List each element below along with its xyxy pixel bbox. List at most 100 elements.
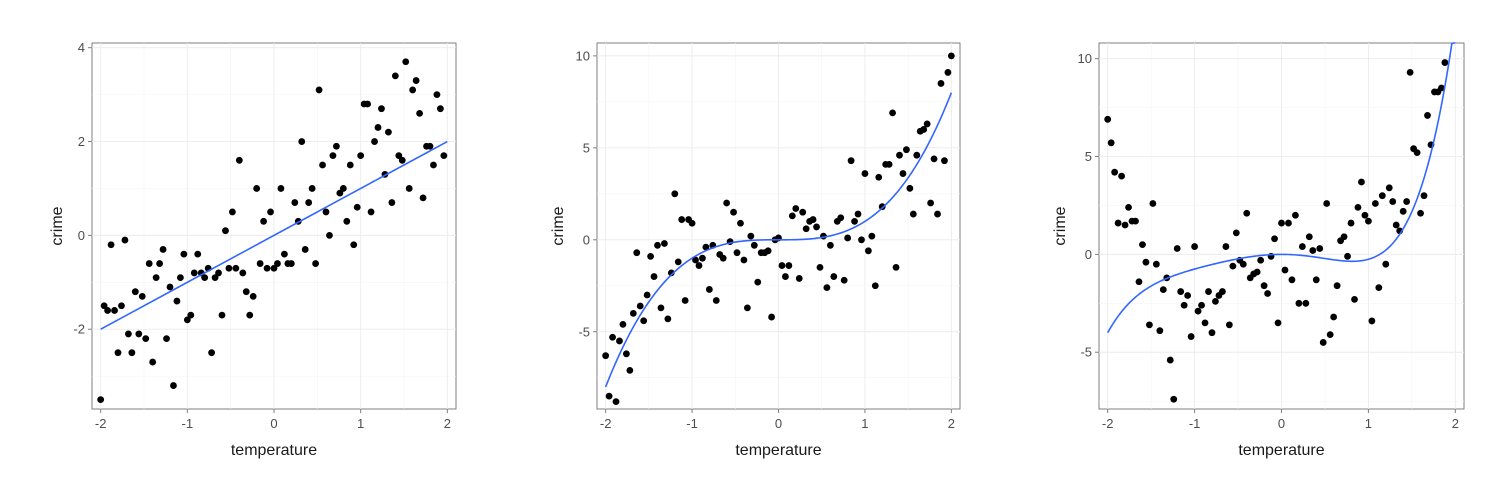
- data-point: [1243, 209, 1251, 217]
- y-tick-label: 10: [1078, 51, 1092, 66]
- data-point: [235, 156, 243, 164]
- data-point: [433, 91, 441, 99]
- data-point: [823, 284, 831, 292]
- x-tick-label: 1: [357, 416, 364, 431]
- data-point: [364, 100, 371, 108]
- data-point: [388, 199, 396, 206]
- data-point: [246, 311, 254, 319]
- data-point: [878, 203, 886, 211]
- data-point: [1184, 292, 1192, 299]
- data-point: [145, 260, 153, 267]
- data-point: [1212, 297, 1219, 305]
- data-point: [750, 241, 758, 249]
- data-point: [239, 269, 247, 277]
- data-point: [1389, 198, 1397, 205]
- data-point: [419, 194, 427, 202]
- data-point: [1173, 245, 1181, 252]
- data-point: [1170, 395, 1178, 403]
- data-point: [737, 219, 744, 227]
- data-point: [173, 297, 181, 305]
- data-point: [616, 337, 623, 345]
- data-point: [371, 138, 378, 145]
- data-point: [426, 142, 434, 150]
- data-point: [892, 263, 900, 271]
- data-point: [1274, 319, 1282, 327]
- data-point: [353, 203, 361, 211]
- data-point: [875, 173, 883, 181]
- data-point: [301, 246, 309, 253]
- data-point: [152, 274, 160, 282]
- data-point: [788, 212, 796, 220]
- x-tick-label: -2: [95, 416, 107, 431]
- data-point: [909, 210, 917, 218]
- data-point: [830, 273, 838, 280]
- data-point: [654, 241, 661, 249]
- data-point: [1361, 211, 1369, 219]
- y-tick-label: 5: [1085, 149, 1092, 164]
- data-point: [702, 243, 710, 251]
- data-point: [270, 264, 278, 272]
- data-point: [896, 151, 903, 159]
- data-point: [699, 254, 706, 262]
- data-point: [114, 349, 122, 357]
- data-point: [194, 250, 202, 258]
- data-point: [1111, 168, 1119, 176]
- data-point: [674, 258, 682, 266]
- data-point: [326, 231, 333, 239]
- data-point: [636, 302, 644, 310]
- data-point: [1278, 219, 1285, 227]
- data-point: [1264, 290, 1271, 297]
- data-point: [1403, 198, 1411, 205]
- x-tick-label: 2: [948, 416, 955, 431]
- data-point: [398, 156, 406, 164]
- data-point: [768, 313, 775, 321]
- x-axis-title: temperature: [735, 442, 821, 459]
- data-point: [934, 210, 941, 218]
- data-point: [1121, 221, 1129, 229]
- data-point: [1201, 319, 1209, 327]
- data-point: [937, 80, 945, 87]
- data-point: [1298, 243, 1306, 250]
- data-point: [1382, 260, 1390, 268]
- data-point: [826, 241, 834, 249]
- data-point: [218, 311, 226, 319]
- data-point: [291, 199, 299, 206]
- data-point: [785, 262, 793, 269]
- data-point: [719, 254, 727, 262]
- data-point: [1225, 321, 1233, 329]
- x-tick-label: 1: [861, 416, 868, 431]
- data-point: [124, 330, 132, 338]
- x-tick-label: 0: [1278, 416, 1285, 431]
- data-point: [899, 170, 907, 177]
- y-tick-label: 4: [78, 40, 85, 55]
- data-point: [678, 216, 686, 223]
- data-point: [1125, 204, 1132, 211]
- data-point: [1417, 209, 1424, 217]
- data-point: [166, 283, 174, 291]
- data-point: [267, 208, 274, 216]
- data-point: [864, 247, 872, 255]
- data-point: [225, 264, 233, 272]
- data-point: [778, 262, 786, 269]
- y-tick-label: 0: [583, 232, 590, 247]
- data-point: [131, 288, 139, 296]
- data-point: [667, 269, 675, 277]
- data-point: [1365, 217, 1372, 225]
- data-point: [100, 302, 108, 310]
- data-point: [298, 138, 306, 145]
- data-point: [920, 126, 928, 133]
- x-tick-label: -1: [1189, 416, 1201, 431]
- data-point: [183, 316, 191, 324]
- data-point: [1142, 258, 1150, 266]
- data-point: [1312, 276, 1320, 284]
- data-point: [367, 208, 375, 216]
- data-point: [287, 260, 295, 267]
- data-point: [629, 309, 637, 317]
- data-point: [799, 208, 807, 216]
- data-point: [858, 236, 865, 244]
- data-point: [688, 219, 696, 227]
- data-point: [851, 218, 858, 225]
- data-point: [1208, 329, 1216, 337]
- data-point: [1271, 235, 1278, 243]
